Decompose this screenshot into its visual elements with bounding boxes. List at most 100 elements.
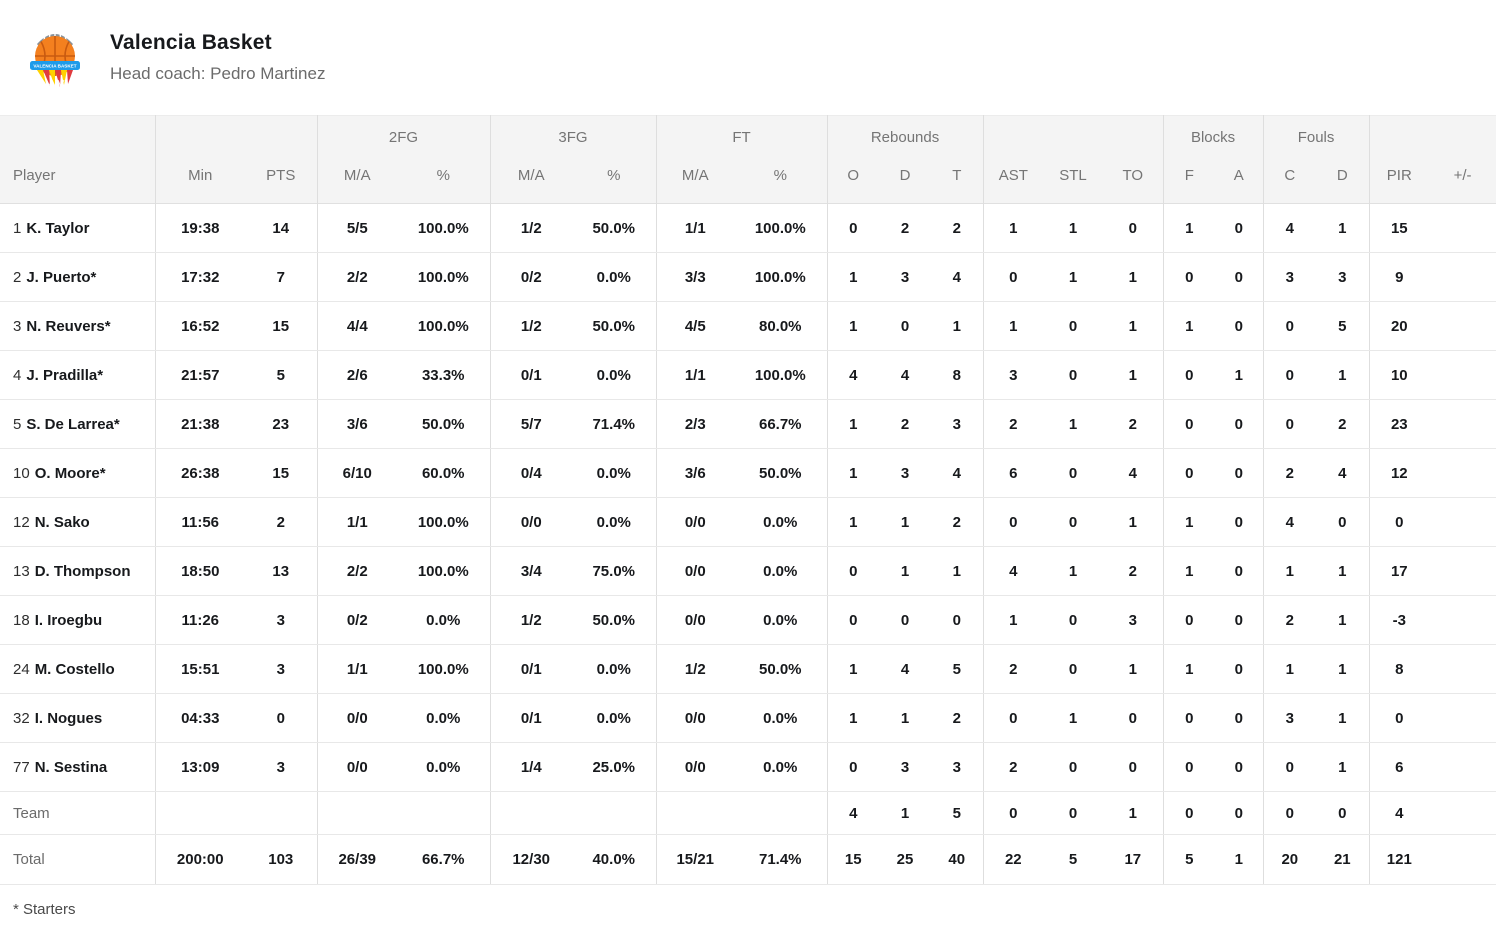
cell-fg2_ma: 0/0 — [317, 693, 397, 743]
cell-foul_c: 0 — [1263, 301, 1317, 351]
cell-ast: 1 — [983, 301, 1044, 351]
cell-fg3_ma: 0/2 — [490, 252, 572, 302]
cell-stl: 0 — [1043, 742, 1104, 792]
cell-min — [155, 791, 245, 835]
cell-reb_t: 4 — [931, 448, 984, 498]
cell-to: 3 — [1103, 595, 1164, 645]
cell-fg2_pct: 33.3% — [397, 350, 491, 400]
cell-fg3_pct: 0.0% — [572, 693, 657, 743]
jersey-number: 77 — [13, 758, 30, 776]
player-row: 3 N. Reuvers* 16:52 15 4/4 100.0% 1/2 50.0% 4/5 8… — [0, 301, 1496, 351]
jersey-number: 18 — [13, 611, 30, 629]
cell-stl: 0 — [1043, 350, 1104, 400]
cell-reb_t: 3 — [931, 742, 984, 792]
cell-blk_a: 1 — [1215, 350, 1264, 400]
cell-blk_a: 0 — [1215, 644, 1264, 694]
cell-plus_minus — [1429, 791, 1496, 835]
player-row: 4 J. Pradilla* 21:57 5 2/6 33.3% 0/1 0.0% 1/1 100… — [0, 350, 1496, 400]
cell-ast: 2 — [983, 742, 1044, 792]
cell-to: 2 — [1103, 546, 1164, 596]
cell-ft_pct: 50.0% — [734, 448, 828, 498]
cell-ast: 0 — [983, 791, 1044, 835]
col-reb-d: D — [879, 153, 932, 204]
cell-fg2_ma: 2/6 — [317, 350, 397, 400]
player-row: 77 N. Sestina 13:09 3 0/0 0.0% 1/4 25.0% 0/0 0.0%… — [0, 742, 1496, 792]
col-pts: PTS — [245, 153, 318, 204]
cell-fg3_ma — [490, 791, 572, 835]
col-plus-minus: +/- — [1429, 153, 1496, 204]
cell-ft_pct: 100.0% — [734, 203, 828, 253]
cell-fg2_pct: 0.0% — [397, 693, 491, 743]
jersey-number: 5 — [13, 415, 22, 433]
cell-fg3_pct: 25.0% — [572, 742, 657, 792]
cell-fg2_ma: 0/2 — [317, 595, 397, 645]
cell-reb_o: 4 — [827, 791, 880, 835]
cell-plus_minus — [1429, 497, 1496, 547]
jersey-number: 1 — [13, 219, 22, 237]
cell-reb_d: 1 — [879, 497, 932, 547]
cell-pir: -3 — [1369, 595, 1430, 645]
cell-fg2_ma: 6/10 — [317, 448, 397, 498]
valencia-basket-logo-icon: VALENCIA BASKET — [30, 27, 80, 96]
cell-ft_ma: 3/3 — [656, 252, 734, 302]
cell-fg3_ma: 1/4 — [490, 742, 572, 792]
cell-reb_t: 2 — [931, 497, 984, 547]
cell-ft_ma: 0/0 — [656, 742, 734, 792]
cell-fg2_pct: 60.0% — [397, 448, 491, 498]
cell-reb_t: 40 — [931, 834, 984, 885]
cell-plus_minus — [1429, 301, 1496, 351]
total-row: Total 200:00 103 26/39 66.7% 12/30 40.0% 15/21 7… — [0, 834, 1496, 885]
cell-reb_o: 1 — [827, 448, 880, 498]
player-row: 13 D. Thompson 18:50 13 2/2 100.0% 3/4 75.0% 0/0… — [0, 546, 1496, 596]
cell-to: 0 — [1103, 693, 1164, 743]
cell-reb_d: 0 — [879, 301, 932, 351]
cell-reb_t: 8 — [931, 350, 984, 400]
cell-fg2_pct: 100.0% — [397, 203, 491, 253]
cell-fg3_ma: 0/1 — [490, 350, 572, 400]
cell-blk_a: 0 — [1215, 693, 1264, 743]
cell-blk_f: 0 — [1163, 448, 1216, 498]
cell-to: 1 — [1103, 644, 1164, 694]
cell-fg3_ma: 0/1 — [490, 693, 572, 743]
player-row: 32 I. Nogues 04:33 0 0/0 0.0% 0/1 0.0% 0/0 0.0% 1 1… — [0, 693, 1496, 743]
cell-min: 11:26 — [155, 595, 245, 645]
player-name-cell: 1 K. Taylor — [0, 203, 156, 253]
team-row: Team 4 1 5 0 0 1 0 0 0 0 4 — [0, 791, 1496, 835]
cell-stl: 0 — [1043, 448, 1104, 498]
cell-pir: 0 — [1369, 497, 1430, 547]
cell-ft_pct: 80.0% — [734, 301, 828, 351]
cell-blk_a: 0 — [1215, 791, 1264, 835]
cell-ft_ma: 0/0 — [656, 693, 734, 743]
player-row: 1 K. Taylor 19:38 14 5/5 100.0% 1/2 50.0% 1/1 100… — [0, 203, 1496, 253]
cell-stl: 0 — [1043, 644, 1104, 694]
cell-fg2_pct: 100.0% — [397, 546, 491, 596]
column-header-row: Player Min PTS M/A % M/A % M/A % O D T A… — [0, 153, 1496, 204]
cell-blk_a: 0 — [1215, 546, 1264, 596]
cell-blk_a: 0 — [1215, 742, 1264, 792]
cell-fg3_pct: 0.0% — [572, 252, 657, 302]
jersey-number: 13 — [13, 562, 30, 580]
player-name-cell: 5 S. De Larrea* — [0, 399, 156, 449]
player-name-cell: 12 N. Sako — [0, 497, 156, 547]
cell-reb_d: 4 — [879, 350, 932, 400]
cell-fg2_ma: 3/6 — [317, 399, 397, 449]
jersey-number: 3 — [13, 317, 22, 335]
player-name: J. Pradilla* — [26, 366, 104, 384]
cell-fg2_pct: 66.7% — [397, 834, 491, 885]
player-name: M. Costello — [34, 660, 115, 678]
row-label: Total — [0, 834, 156, 885]
col-blk-a: A — [1215, 153, 1264, 204]
cell-foul_d: 1 — [1316, 595, 1370, 645]
group-ft-label: FT — [656, 115, 828, 154]
cell-fg3_ma: 1/2 — [490, 301, 572, 351]
cell-stl: 0 — [1043, 791, 1104, 835]
cell-foul_d: 1 — [1316, 693, 1370, 743]
cell-to: 4 — [1103, 448, 1164, 498]
cell-to: 1 — [1103, 252, 1164, 302]
cell-pts — [245, 791, 318, 835]
cell-reb_d: 0 — [879, 595, 932, 645]
cell-to: 1 — [1103, 350, 1164, 400]
cell-pts: 103 — [245, 834, 318, 885]
cell-foul_d: 21 — [1316, 834, 1370, 885]
cell-stl: 1 — [1043, 693, 1104, 743]
